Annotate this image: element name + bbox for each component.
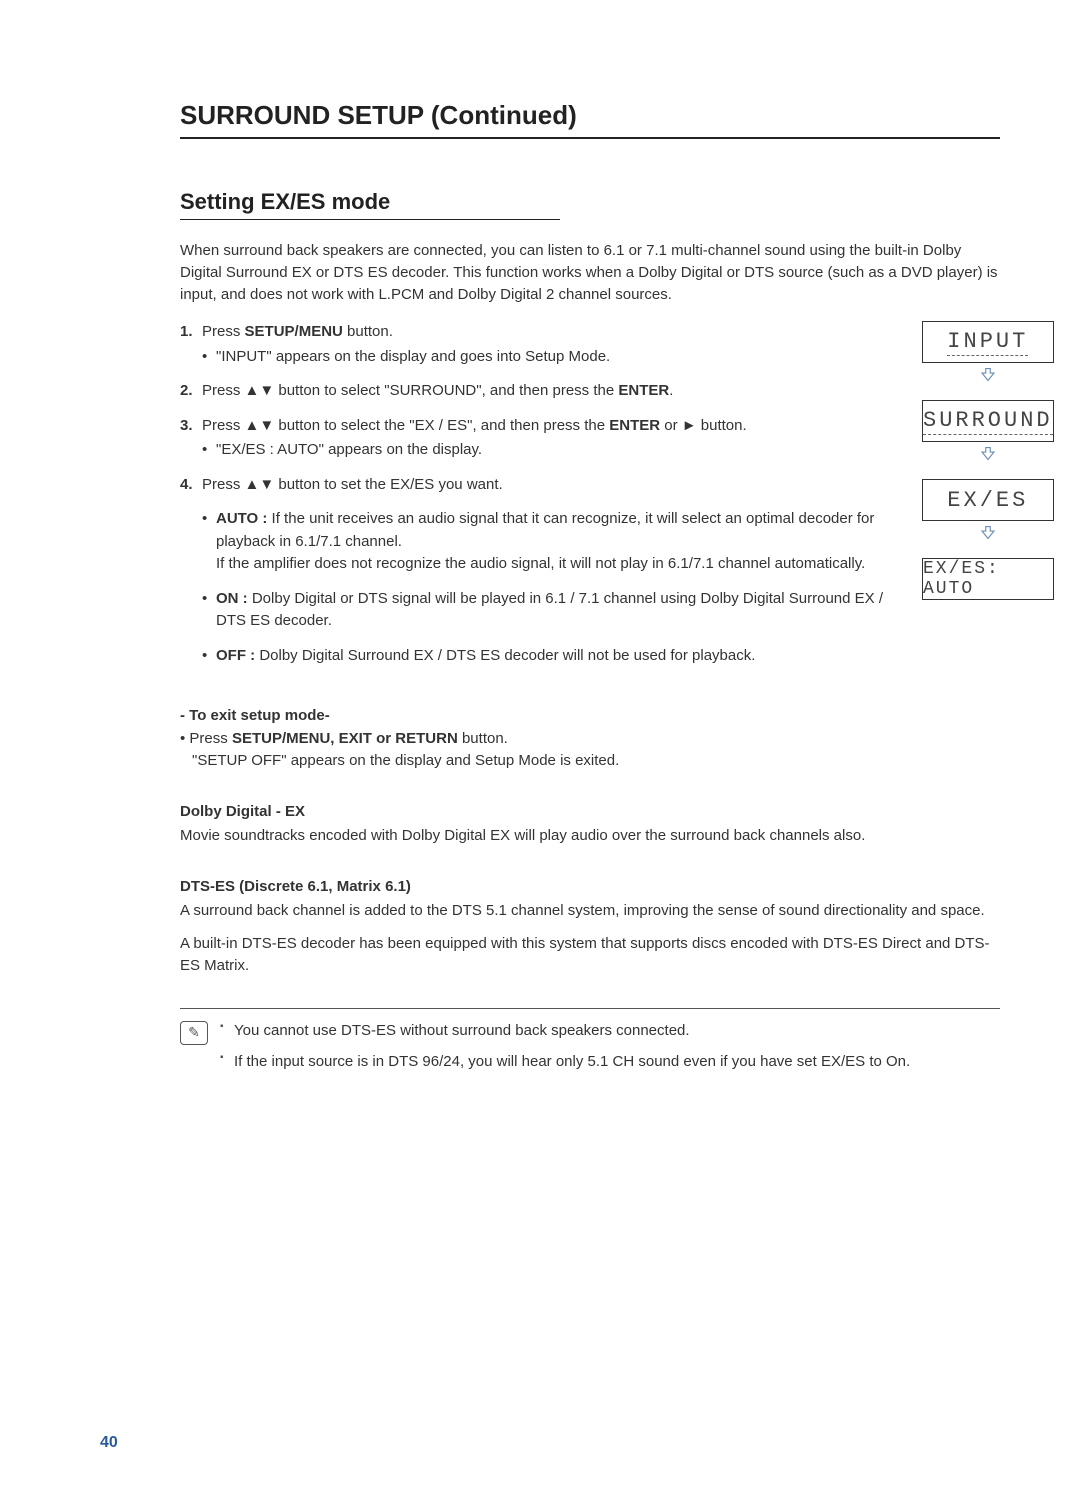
step-4: 4. Press ▲▼ button to set the EX/ES you …: [180, 474, 902, 668]
note-item: You cannot use DTS-ES without surround b…: [220, 1019, 1000, 1042]
option-on: ON : Dolby Digital or DTS signal will be…: [202, 588, 902, 633]
steps-column: 1. Press SETUP/MENU button. "INPUT" appe…: [180, 321, 902, 679]
step-number: 4.: [180, 474, 202, 668]
option-text: If the unit receives an audio signal tha…: [216, 510, 874, 550]
note-item: If the input source is in DTS 96/24, you…: [220, 1050, 1000, 1073]
info-dtses: DTS-ES (Discrete 6.1, Matrix 6.1) A surr…: [180, 876, 1000, 978]
option-text: Dolby Digital Surround EX / DTS ES decod…: [255, 647, 755, 664]
step-text: or ► button.: [660, 417, 747, 434]
step-sub: "INPUT" appears on the display and goes …: [202, 346, 902, 369]
exit-pre: Press: [189, 730, 232, 747]
step-sub: "EX/ES : AUTO" appears on the display.: [202, 439, 902, 462]
exit-setup-block: - To exit setup mode- • Press SETUP/MENU…: [180, 705, 1000, 773]
step-body: Press ▲▼ button to set the EX/ES you wan…: [202, 474, 902, 668]
option-auto: AUTO : If the unit receives an audio sig…: [202, 508, 902, 576]
option-off: OFF : Dolby Digital Surround EX / DTS ES…: [202, 645, 902, 668]
info-body-2: A built-in DTS-ES decoder has been equip…: [180, 933, 1000, 978]
note-divider: [180, 1008, 1000, 1009]
arrow-down-icon: [922, 367, 1054, 390]
option-label: ON :: [216, 590, 248, 607]
exit-post: button.: [458, 730, 508, 747]
info-dolby: Dolby Digital - EX Movie soundtracks enc…: [180, 801, 1000, 848]
step-bold: ENTER: [618, 382, 669, 399]
arrow-down-icon: [922, 525, 1054, 548]
lcd-text: SURROUND: [923, 408, 1053, 435]
step-text: Press ▲▼ button to select the "EX / ES",…: [202, 417, 609, 434]
option-label: AUTO :: [216, 510, 267, 527]
step-1: 1. Press SETUP/MENU button. "INPUT" appe…: [180, 321, 902, 368]
step-bold: SETUP/MENU: [245, 323, 343, 340]
display-column: INPUT SURROUND EX/ES EX/ES: AUTO: [922, 321, 1054, 679]
lcd-display-input: INPUT: [922, 321, 1054, 363]
arrow-down-icon: [922, 446, 1054, 469]
exit-line: • Press SETUP/MENU, EXIT or RETURN butto…: [180, 728, 1000, 751]
intro-paragraph: When surround back speakers are connecte…: [180, 240, 1000, 305]
page-number: 40: [100, 1434, 118, 1452]
note-list: You cannot use DTS-ES without surround b…: [220, 1019, 1000, 1082]
step-text: Press: [202, 323, 245, 340]
subsection-title: Setting EX/ES mode: [180, 189, 560, 220]
info-body: A surround back channel is added to the …: [180, 900, 1000, 923]
step-text: Press ▲▼ button to select "SURROUND", an…: [202, 382, 618, 399]
option-text-2: If the amplifier does not recognize the …: [216, 553, 902, 576]
step-text: Press ▲▼ button to set the EX/ES you wan…: [202, 476, 503, 493]
note-block: ✎ You cannot use DTS-ES without surround…: [180, 1019, 1000, 1082]
manual-page: SURROUND SETUP (Continued) Setting EX/ES…: [0, 0, 1080, 1492]
content-row: 1. Press SETUP/MENU button. "INPUT" appe…: [180, 321, 1000, 679]
step-number: 2.: [180, 380, 202, 403]
step-body: Press SETUP/MENU button. "INPUT" appears…: [202, 321, 902, 368]
step-3: 3. Press ▲▼ button to select the "EX / E…: [180, 415, 902, 462]
step-2: 2. Press ▲▼ button to select "SURROUND",…: [180, 380, 902, 403]
exit-title: - To exit setup mode-: [180, 705, 1000, 728]
info-body: Movie soundtracks encoded with Dolby Dig…: [180, 825, 1000, 848]
note-icon: ✎: [180, 1021, 208, 1045]
lcd-text: EX/ES: [947, 488, 1028, 513]
section-title: SURROUND SETUP (Continued): [180, 100, 1000, 139]
step-text: button.: [343, 323, 393, 340]
step-bold: ENTER: [609, 417, 660, 434]
info-title: DTS-ES (Discrete 6.1, Matrix 6.1): [180, 876, 1000, 899]
option-label: OFF :: [216, 647, 255, 664]
lcd-display-surround: SURROUND: [922, 400, 1054, 442]
step-body: Press ▲▼ button to select "SURROUND", an…: [202, 380, 902, 403]
option-text: Dolby Digital or DTS signal will be play…: [216, 590, 883, 630]
lcd-text: EX/ES: AUTO: [923, 559, 1053, 599]
exit-bold: SETUP/MENU, EXIT or RETURN: [232, 730, 458, 747]
lcd-display-exes-auto: EX/ES: AUTO: [922, 558, 1054, 600]
step-number: 3.: [180, 415, 202, 462]
lcd-text: INPUT: [947, 329, 1028, 356]
lcd-display-exes: EX/ES: [922, 479, 1054, 521]
exit-sub: "SETUP OFF" appears on the display and S…: [180, 750, 1000, 773]
info-title: Dolby Digital - EX: [180, 801, 1000, 824]
step-text: .: [669, 382, 673, 399]
step-number: 1.: [180, 321, 202, 368]
step-body: Press ▲▼ button to select the "EX / ES",…: [202, 415, 902, 462]
